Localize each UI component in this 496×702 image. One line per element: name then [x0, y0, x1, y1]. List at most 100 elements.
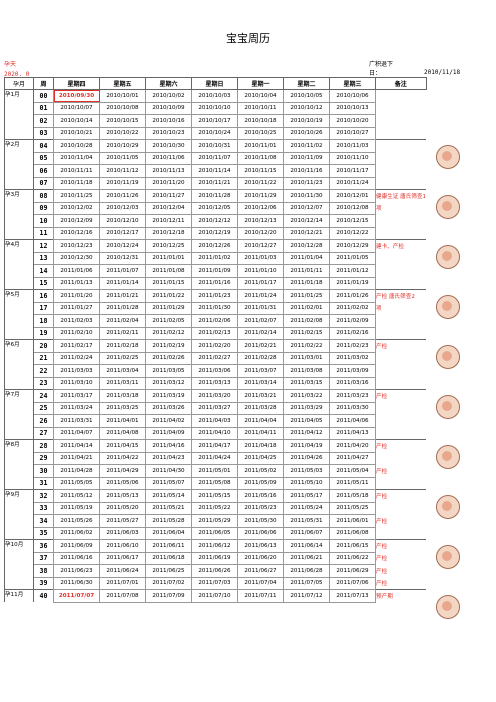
- date-cell: 2011/05/18: [329, 489, 376, 503]
- header-left-line2: 2020. 0: [4, 71, 30, 78]
- date-cell: 2010/12/19: [191, 226, 238, 240]
- date-cell: 2011/06/24: [99, 564, 146, 578]
- date-cell: 2011/05/15: [191, 489, 238, 503]
- date-cell: 2011/05/28: [145, 514, 192, 528]
- date-cell: 2010/11/17: [329, 164, 376, 178]
- date-cell: 2010/12/20: [237, 226, 284, 240]
- date-cell: 2011/03/10: [53, 376, 100, 390]
- date-cell: 2011/04/12: [283, 426, 330, 440]
- date-cell: 2011/03/22: [283, 389, 330, 403]
- date-cell: 2011/02/04: [99, 314, 146, 328]
- date-cell: 2011/06/20: [237, 551, 284, 565]
- date-cell: 2010/11/10: [329, 151, 376, 165]
- date-cell: 2010/10/10: [191, 101, 238, 115]
- date-cell: 2011/04/19: [283, 439, 330, 453]
- col-header-thu: 星期四: [53, 77, 100, 90]
- note-cell: 产检: [375, 389, 427, 402]
- date-cell: 2011/02/12: [145, 326, 192, 340]
- week-number: 08: [33, 189, 54, 202]
- table-row: 孕1月 00 2010/09/30 2010/10/01 2010/10/02 2010/…: [4, 89, 427, 140]
- table-row: 孕7月 24 2011/03/17 2011/03/18 2011/03/19 2011/…: [4, 389, 427, 440]
- date-cell: 2011/03/02: [329, 351, 376, 365]
- date-cell: 2010/12/27: [237, 239, 284, 253]
- table-row: 37 2011/06/16 2011/06/17 2011/06/18 2011/06/…: [5, 551, 427, 565]
- date-cell: 2011/05/16: [237, 489, 284, 503]
- table-row: 30 2011/04/28 2011/04/29 2011/04/30 2011/05/…: [5, 464, 427, 478]
- date-cell: 2011/04/14: [53, 439, 100, 453]
- date-cell: 2010/10/15: [99, 114, 146, 128]
- date-cell: 2010/10/30: [145, 139, 192, 153]
- week-number: 24: [33, 389, 54, 402]
- date-cell: 2010/12/29: [329, 239, 376, 253]
- date-cell: 2010/10/22: [99, 126, 146, 140]
- fetus-illustration-icon: [432, 191, 462, 221]
- date-cell: 2011/03/20: [191, 389, 238, 403]
- date-cell: 2011/04/04: [237, 414, 284, 428]
- date-cell: 2010/10/11: [237, 101, 284, 115]
- date-cell: 2010/12/02: [53, 201, 100, 215]
- date-cell: 2011/03/23: [329, 389, 376, 403]
- date-cell: 2011/02/02: [329, 301, 376, 315]
- date-cell: 2011/05/12: [53, 489, 100, 503]
- date-cell: 2010/11/28: [191, 189, 238, 203]
- date-cell: 2010/11/02: [283, 139, 330, 153]
- week-number: 20: [33, 339, 54, 352]
- date-cell: 2011/03/04: [99, 364, 146, 378]
- date-cell: 2011/06/28: [283, 564, 330, 578]
- date-cell: 2011/06/19: [191, 551, 238, 565]
- date-cell: 2010/10/12: [283, 101, 330, 115]
- week-number: 18: [33, 314, 54, 327]
- date-cell: 2010/12/08: [329, 201, 376, 215]
- date-cell: 2010/11/12: [99, 164, 146, 178]
- date-cell: 2011/06/18: [145, 551, 192, 565]
- date-cell: 2011/05/06: [99, 476, 146, 490]
- table-row: 21 2011/02/24 2011/02/25 2011/02/26 2011/02/…: [5, 351, 427, 365]
- date-cell: 2011/03/13: [191, 376, 238, 390]
- table-row: 05 2010/11/04 2010/11/05 2010/11/06 2010/11/…: [5, 151, 427, 165]
- header-mid: 广积退下 日：: [369, 60, 393, 78]
- date-cell: 2011/07/05: [283, 576, 330, 590]
- date-cell: 2011/03/15: [283, 376, 330, 390]
- date-cell: 2011/02/13: [191, 326, 238, 340]
- date-cell: 2010/12/04: [145, 201, 192, 215]
- date-cell: 2010/11/13: [145, 164, 192, 178]
- date-cell: 2011/04/07: [53, 426, 100, 440]
- date-cell: 2010/12/30: [53, 251, 100, 265]
- table-row: 01 2010/10/07 2010/10/08 2010/10/09 2010/10/…: [5, 101, 427, 115]
- table-row: 孕4月 12 2010/12/23 2010/12/24 2010/12/25 2010/…: [4, 239, 427, 290]
- fetus-illustration-icon: [432, 141, 462, 171]
- date-cell: 2011/02/11: [99, 326, 146, 340]
- date-cell: 2010/11/15: [237, 164, 284, 178]
- date-cell: 2011/06/09: [53, 539, 100, 553]
- date-cell: 2010/12/06: [237, 201, 284, 215]
- date-cell: 2011/04/25: [237, 451, 284, 465]
- date-cell: 2010/11/26: [99, 189, 146, 203]
- note-cell: [376, 502, 427, 515]
- date-cell: 2011/06/30: [53, 576, 100, 590]
- col-header-mon: 星期一: [237, 77, 284, 90]
- week-number: 15: [33, 276, 54, 290]
- note-cell: [376, 327, 427, 340]
- note-cell: [376, 452, 427, 465]
- date-cell: 2011/04/21: [53, 451, 100, 465]
- date-cell: 2011/05/10: [283, 476, 330, 490]
- note-cell: [375, 139, 427, 152]
- date-cell: 2010/12/10: [99, 214, 146, 228]
- header-date: 2010/11/18: [424, 69, 461, 76]
- note-cell: [376, 277, 427, 290]
- date-cell: 2011/02/22: [283, 339, 330, 353]
- date-cell: 2010/10/23: [145, 126, 192, 140]
- date-cell: 2010/11/08: [237, 151, 284, 165]
- date-cell: 2010/12/21: [283, 226, 330, 240]
- note-cell: [376, 402, 427, 415]
- date-cell: 2011/01/28: [99, 301, 146, 315]
- date-cell: 2011/01/14: [99, 276, 146, 290]
- date-cell: 2011/05/09: [237, 476, 284, 490]
- date-cell: 2010/11/23: [283, 176, 330, 190]
- date-cell: 2011/05/20: [99, 501, 146, 515]
- date-cell: 2010/11/11: [53, 164, 100, 178]
- table-row: 孕2月 04 2010/10/28 2010/10/29 2010/10/30 2010/…: [4, 139, 427, 190]
- table-row: 14 2011/01/06 2011/01/07 2011/01/08 2011/01/…: [5, 264, 427, 278]
- note-cell: [376, 215, 427, 228]
- week-number: 29: [33, 451, 54, 465]
